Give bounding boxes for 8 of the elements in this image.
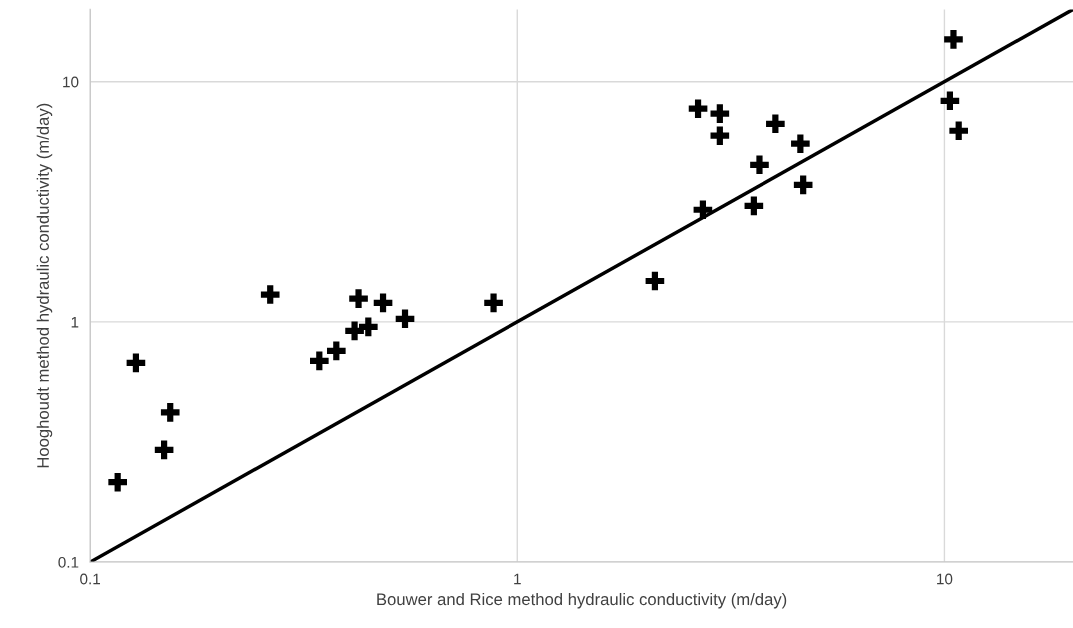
y-tick-label: 0.1 bbox=[58, 556, 79, 568]
x-tick-label: 10 bbox=[937, 573, 953, 585]
x-tick-label: 0.1 bbox=[80, 573, 101, 585]
x-axis-title: Bouwer and Rice method hydraulic conductivity (m/day) bbox=[377, 592, 787, 609]
y-axis-title: Hooghoudt method hydraulic conductivity (m/day) bbox=[36, 103, 53, 468]
x-tick-label: 1 bbox=[514, 573, 521, 585]
y-tick-label: 1 bbox=[71, 316, 79, 328]
y-tick-label: 10 bbox=[63, 76, 79, 88]
